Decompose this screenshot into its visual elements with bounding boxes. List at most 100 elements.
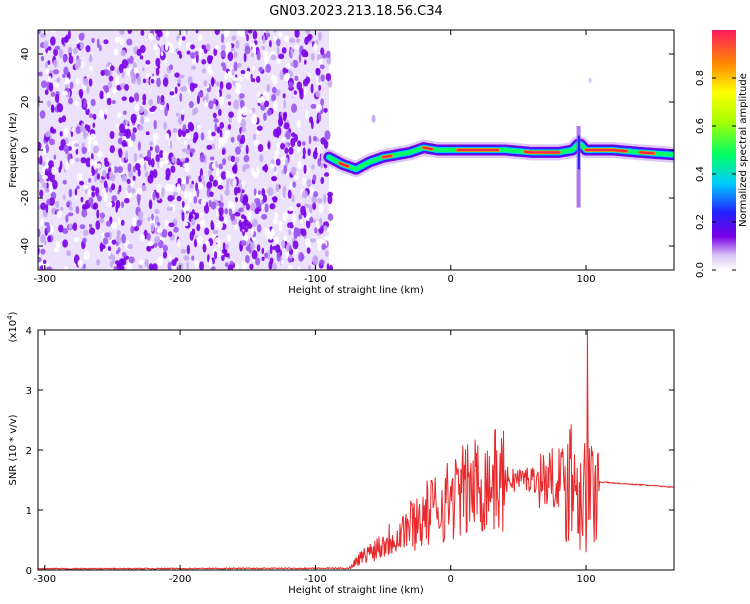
spectrogram-noise-cell	[115, 123, 119, 129]
spectrogram-noise-cell	[298, 213, 303, 220]
spectrogram-noise-cell	[111, 239, 117, 245]
spectrogram-noise-cell	[251, 52, 254, 58]
spectrogram-noise-cell	[228, 117, 233, 123]
spectrogram-noise-cell	[183, 255, 190, 261]
spectrogram-noise-cell	[184, 203, 191, 212]
spectrogram-noise-cell	[297, 140, 302, 147]
spectrogram-noise-cell	[228, 111, 234, 118]
spectrogram-noise-cell	[121, 251, 127, 258]
spectrogram-noise-cell	[63, 144, 69, 153]
spectrogram-noise-cell	[106, 61, 111, 68]
spectrogram-noise-cell	[55, 200, 60, 209]
snr-multiplier: (x104)	[6, 311, 19, 342]
spectrogram-noise-cell	[120, 49, 126, 57]
spectrogram-x-axis-label: Height of straight line (km)	[288, 285, 424, 296]
spectrogram-noise-cell	[87, 189, 92, 198]
spectrogram-noise-cell	[38, 30, 41, 35]
spectrogram-noise-cell	[219, 201, 224, 209]
spectrogram-noise-cell	[224, 208, 228, 215]
spectrogram-noise-cell	[216, 90, 220, 99]
spectrogram-noise-cell	[278, 224, 283, 232]
spectrogram-noise-cell	[196, 94, 201, 105]
spectrogram-noise-cell	[200, 132, 205, 141]
spectrogram-noise-cell	[215, 167, 220, 177]
spectrogram-x-tick-label: 100	[576, 274, 595, 285]
spectrogram-noise-cell	[47, 60, 51, 65]
spectrogram-noise-cell	[181, 211, 185, 222]
spectrogram-noise-cell	[251, 107, 256, 114]
spectrogram-noise-cell	[125, 128, 132, 139]
spectrogram-noise-cell	[78, 32, 85, 41]
spectrogram-noise-cell	[121, 157, 125, 163]
spectrogram-noise-cell	[326, 55, 332, 65]
spectrogram-noise-cell	[48, 160, 54, 168]
spectrogram-noise-cell	[180, 177, 187, 184]
spectrogram-noise-cell	[264, 203, 269, 213]
spectrogram-noise-cell	[92, 145, 100, 154]
spectrogram-noise-cell	[304, 30, 311, 35]
spectrogram-noise-cell	[204, 227, 210, 236]
spectrogram-noise-cell	[269, 163, 275, 169]
spectrogram-noise-cell	[99, 212, 106, 219]
spectrogram-noise-cell	[157, 239, 164, 249]
spectrogram-noise-cell	[316, 103, 323, 112]
spectrogram-x-tick-label: -300	[33, 274, 56, 285]
spectrogram-noise-cell	[324, 250, 329, 257]
spectrogram-noise-cell	[129, 96, 135, 103]
spectrogram-noise-cell	[213, 118, 219, 123]
spectrogram-noise-cell	[52, 82, 59, 88]
spectrogram-noise-cell	[103, 91, 107, 100]
spectrogram-noise-cell	[130, 132, 136, 142]
spectrogram-x-tick-label: -200	[169, 274, 192, 285]
spectrogram-noise-cell	[246, 34, 249, 42]
spectrogram-noise-cell	[212, 233, 216, 240]
spectrogram-noise-cell	[305, 110, 309, 120]
spectrogram-noise-cell	[218, 163, 223, 170]
spectrogram-noise-cell	[156, 30, 163, 38]
spectrogram-noise-cell	[187, 121, 194, 131]
spectrogram-noise-cell	[100, 69, 105, 77]
spectrogram-noise-cell	[197, 91, 204, 97]
spectrogram-noise-cell	[156, 77, 161, 88]
spectrogram-noise-cell	[209, 55, 214, 61]
spectrogram-noise-cell	[101, 189, 106, 194]
spectrogram-noise-cell	[308, 135, 312, 145]
spectrogram-noise-cell	[306, 178, 312, 188]
spectrogram-noise-cell	[115, 203, 119, 213]
spectrogram-noise-cell	[58, 48, 64, 59]
spectrogram-noise-cell	[98, 109, 104, 119]
spectrogram-noise-cell	[161, 229, 168, 238]
spectrogram-noise-cell	[183, 191, 188, 200]
spectrogram-noise-cell	[323, 107, 328, 113]
spectrogram-noise-cell	[238, 109, 242, 118]
spectrogram-noise-cell	[311, 164, 315, 170]
spectrogram-noise-cell	[273, 35, 278, 42]
spectrogram-noise-cell	[287, 189, 292, 199]
spectrogram-noise-cell	[115, 241, 119, 247]
spectrogram-noise-cell	[64, 160, 69, 171]
spectrogram-noise-cell	[96, 163, 102, 169]
spectrogram-noise-cell	[207, 254, 210, 263]
spectrogram-noise-cell	[137, 76, 142, 86]
spectrogram-noise-cell	[83, 263, 86, 269]
snr-x-tick-label: -100	[304, 574, 327, 585]
spectrogram-noise-cell	[73, 236, 80, 242]
spectrogram-noise-cell	[217, 222, 223, 230]
spectrogram-noise-cell	[103, 39, 109, 45]
spectrogram-noise-cell	[209, 174, 214, 183]
spectrogram-noise-cell	[109, 130, 115, 140]
spectrogram-noise-cell	[327, 227, 332, 233]
spectrogram-noise-cell	[106, 97, 112, 106]
spectrogram-noise-cell	[197, 183, 204, 190]
spectrogram-noise-cell	[79, 180, 85, 186]
spectrogram-noise-cell	[130, 188, 136, 194]
spectrogram-noise-cell	[308, 204, 313, 214]
spectrogram-noise-cell	[162, 244, 168, 252]
spectrogram-noise-cell	[75, 126, 81, 135]
spectrogram-noise-cell	[206, 144, 213, 150]
spectrogram-noise-cell	[115, 250, 120, 255]
spectrogram-noise-cell	[160, 94, 165, 103]
spectrogram-noise-cell	[43, 40, 49, 49]
